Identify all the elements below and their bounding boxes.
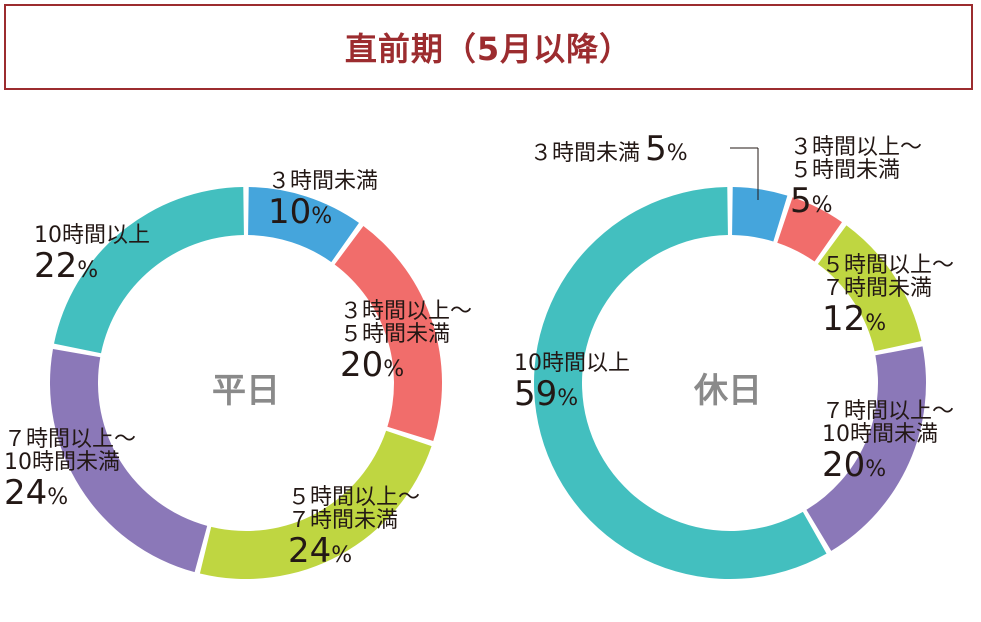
percent-sign: %: [811, 193, 833, 219]
category-label: ７時間以上～: [4, 427, 137, 452]
category-label: ３時間以上～: [340, 299, 473, 324]
percent-sign: %: [331, 543, 353, 569]
slice-label: 10時間以上 22%: [34, 224, 150, 285]
category-label: ３時間未満: [268, 169, 379, 194]
category-label: ５時間以上～: [288, 485, 421, 510]
category-label: ５時間以上～: [822, 253, 955, 278]
value-number: 59: [514, 374, 558, 415]
donut-slice: [534, 187, 827, 579]
title-box: 直前期（5月以降）: [4, 4, 973, 90]
value-label: 5%: [645, 129, 688, 169]
percent-sign: %: [557, 386, 579, 412]
value-number: 22: [34, 246, 78, 287]
percent-sign: %: [77, 258, 99, 284]
donut-slice: [806, 346, 926, 551]
donut-slice: [54, 187, 244, 354]
slice-label: ７時間以上～ 10時間未満 20%: [822, 400, 954, 484]
slice-label: ７時間以上～ 10時間未満 24%: [4, 428, 136, 512]
value-number: 20: [340, 345, 384, 386]
category-label: 10時間未満: [822, 422, 938, 448]
value-label: 22%: [34, 246, 150, 287]
value-label: 12%: [822, 299, 954, 340]
donut-slice: [199, 430, 432, 579]
category-label: ５時間未満: [790, 158, 901, 184]
percent-sign: %: [865, 311, 887, 337]
value-number: 12: [822, 299, 866, 340]
donut-weekday: [49, 187, 442, 579]
donut-slice: [777, 197, 842, 262]
percent-sign: %: [311, 204, 333, 230]
category-label: 10時間以上: [514, 351, 630, 376]
value-label: 10%: [268, 192, 378, 233]
category-label: ３時間未満: [530, 141, 641, 166]
category-label: ３時間以上～: [790, 135, 923, 160]
value-label: 5%: [790, 181, 922, 222]
chart-title: 直前期（5月以降）: [344, 30, 633, 68]
donut-slice: [49, 348, 208, 573]
donut-slice: [732, 187, 788, 242]
slice-label: ３時間以上～ ５時間未満 20%: [340, 300, 472, 384]
value-label: 59%: [514, 374, 630, 415]
center-label-holiday: 休日: [694, 371, 762, 411]
value-label: 24%: [288, 531, 420, 572]
category-label: ７時間未満: [822, 276, 933, 302]
percent-sign: %: [47, 485, 69, 511]
slice-label: 10時間以上 59%: [514, 352, 630, 413]
value-number: 24: [4, 473, 48, 514]
value-number: 10: [268, 192, 312, 233]
category-label: ５時間未満: [340, 322, 451, 348]
value-number: 24: [288, 531, 332, 572]
category-label: ７時間未満: [288, 508, 399, 534]
value-number: 5: [645, 129, 667, 169]
value-label: 20%: [822, 445, 954, 486]
percent-sign: %: [666, 141, 688, 166]
category-label: 10時間以上: [34, 223, 150, 248]
value-number: 5: [790, 181, 812, 222]
value-label: 20%: [340, 345, 472, 386]
center-label-weekday: 平日: [212, 371, 280, 411]
slice-label: ５時間以上～ ７時間未満 12%: [822, 254, 954, 338]
value-label: 24%: [4, 473, 136, 514]
percent-sign: %: [865, 457, 887, 483]
slice-label: ３時間未満 10%: [268, 170, 378, 231]
value-number: 20: [822, 445, 866, 486]
slice-label: ３時間未満 5%: [530, 129, 688, 169]
donut-slice: [334, 226, 442, 441]
donut-slice: [817, 225, 922, 352]
percent-sign: %: [383, 357, 405, 383]
donut-holiday: [534, 187, 926, 579]
slice-label: ３時間以上～ ５時間未満 5%: [790, 136, 922, 220]
category-label: 10時間未満: [4, 450, 120, 476]
donut-slice: [248, 187, 359, 263]
category-label: ７時間以上～: [822, 399, 955, 424]
slice-label: ５時間以上～ ７時間未満 24%: [288, 486, 420, 570]
